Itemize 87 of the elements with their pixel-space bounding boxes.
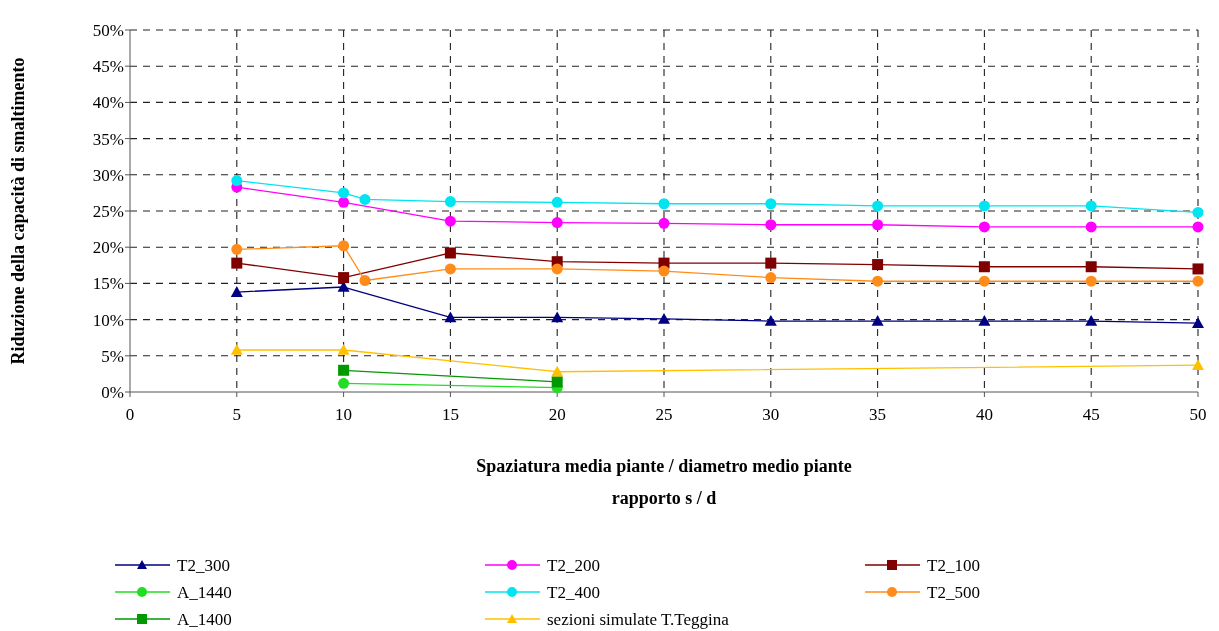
point: [1192, 317, 1204, 329]
point: [231, 257, 243, 269]
point: [658, 198, 670, 210]
point: [337, 344, 350, 355]
y-tick-label: 15%: [92, 274, 124, 294]
point: [551, 365, 564, 377]
point: [551, 263, 563, 275]
point: [551, 196, 563, 208]
y-tick-label: 35%: [92, 129, 124, 149]
point: [444, 247, 456, 259]
y-tick-label: 10%: [92, 310, 124, 330]
point: [359, 275, 371, 286]
x-tick-label: 50: [1189, 405, 1207, 424]
point: [1192, 206, 1204, 218]
y-tick-label: 5%: [101, 346, 124, 366]
point: [338, 272, 350, 284]
point: [765, 198, 777, 210]
x-tick-label: 20: [548, 405, 566, 424]
point: [231, 175, 243, 187]
x-tick-label: 40: [975, 405, 993, 424]
y-tick-label: 45%: [92, 57, 124, 77]
point: [1192, 263, 1204, 275]
x-tick-label: 15: [441, 405, 459, 424]
point: [1085, 221, 1097, 233]
y-tick-label: 40%: [92, 93, 124, 113]
point: [1192, 275, 1204, 287]
legend-label: sezioni simulate T.Teggina: [547, 609, 730, 629]
point: [444, 311, 457, 323]
point: [872, 275, 884, 287]
point: [978, 261, 990, 273]
x-tick-label: 45: [1082, 405, 1100, 424]
x-tick-label: 10: [335, 405, 353, 424]
point: [1085, 200, 1097, 212]
legend-label: A_1400: [177, 609, 232, 629]
point: [978, 315, 991, 326]
y-tick-label: 0%: [101, 382, 124, 402]
point: [338, 187, 350, 199]
point: [1085, 315, 1098, 326]
legend-label: T2_400: [547, 582, 600, 602]
point: [658, 265, 670, 277]
point: [1192, 221, 1204, 233]
legend-label: T2_200: [547, 555, 600, 575]
x-tick-label: 30: [762, 405, 780, 424]
point: [230, 344, 243, 355]
x-tick-label: 35: [869, 405, 887, 424]
point: [444, 263, 456, 275]
y-axis-title: Riduzione della capacità di smaltimento: [8, 57, 28, 365]
point: [444, 196, 456, 208]
y-tick-label: 50%: [92, 20, 124, 40]
legend-label: T2_500: [927, 582, 980, 602]
point: [765, 272, 777, 284]
point: [338, 196, 350, 208]
x-tick-label: 0: [125, 405, 135, 424]
point: [764, 315, 777, 326]
point: [658, 312, 670, 324]
point: [551, 217, 563, 229]
legend-label: T2_300: [177, 555, 230, 575]
y-tick-label: 20%: [92, 238, 124, 258]
x-tick-label: 5: [232, 405, 242, 424]
legend-label: T2_100: [927, 555, 980, 575]
point: [551, 311, 564, 323]
point: [444, 215, 456, 227]
point: [978, 200, 990, 212]
x-tick-label: 25: [655, 405, 673, 424]
point: [1085, 275, 1097, 287]
point: [978, 221, 990, 233]
point: [872, 259, 884, 271]
point: [338, 240, 350, 252]
point: [872, 200, 884, 212]
point: [338, 377, 350, 389]
legend-label: A_1440: [177, 582, 232, 602]
point: [551, 376, 563, 388]
point: [1192, 359, 1204, 371]
point: [871, 315, 884, 326]
y-tick-label: 25%: [92, 201, 124, 221]
point: [230, 286, 243, 297]
point: [978, 275, 990, 287]
point: [359, 193, 371, 205]
point: [338, 364, 350, 376]
point: [1085, 261, 1097, 273]
point: [872, 219, 884, 231]
point: [658, 217, 670, 229]
point: [765, 219, 777, 231]
point: [765, 257, 777, 269]
point: [231, 243, 243, 255]
y-tick-label: 30%: [92, 165, 124, 185]
x-axis-title: Spaziatura media piante / diametro medio piante rapporto s / d: [476, 456, 852, 508]
